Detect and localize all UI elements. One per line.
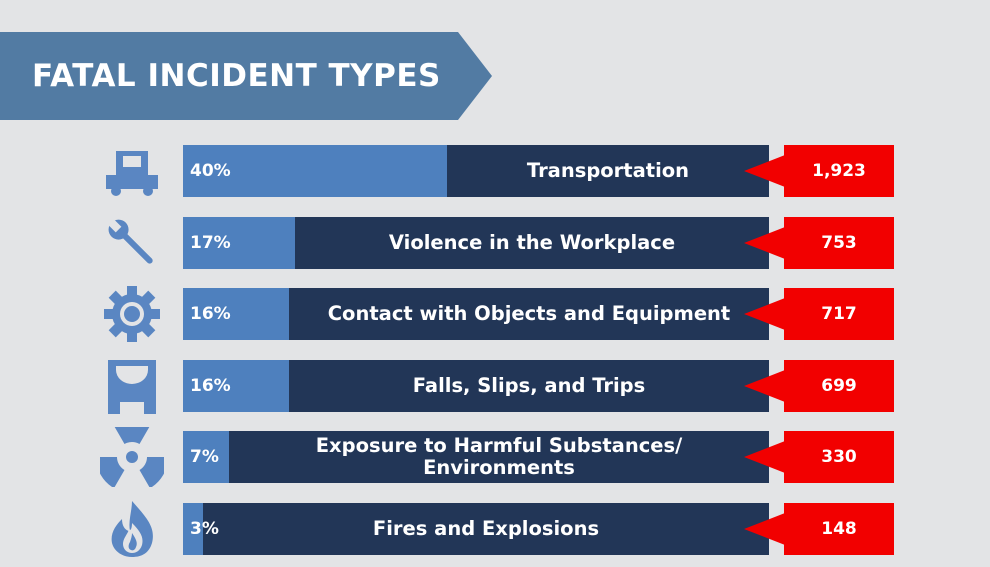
bar-track: 40% Transportation <box>183 145 769 197</box>
percent-label: 16% <box>190 304 231 325</box>
chart-title: FATAL INCIDENT TYPES <box>32 58 441 94</box>
fall-hazard-icon <box>100 356 164 416</box>
category-label: Violence in the Workplace <box>388 230 676 254</box>
bar-fill <box>183 216 295 269</box>
gear-icon <box>100 284 164 344</box>
count-label: 753 <box>784 216 894 269</box>
title-banner <box>0 32 492 120</box>
percent-label: 40% <box>190 161 231 181</box>
count-pointer <box>744 441 785 474</box>
category-label: Contact with Objects and Equipment <box>327 302 731 326</box>
bar-fill <box>183 288 289 341</box>
bar-track: 16% Falls, Slips, and Trips <box>183 359 769 412</box>
bar-row: 7% Exposure to Harmful Substances/ Enviro… <box>0 427 990 488</box>
count-label: 717 <box>784 288 894 341</box>
bar-fill <box>183 503 203 555</box>
count-pointer <box>744 155 785 187</box>
radiation-icon <box>100 427 164 488</box>
bar-track: 17% Violence in the Workplace <box>183 216 769 269</box>
bar-fill <box>183 145 447 197</box>
truck-icon <box>100 141 164 201</box>
bar-row: 3% Fires and Explosions 148 <box>0 501 990 557</box>
category-label: Exposure to Harmful Substances/ Environm… <box>315 434 683 480</box>
category-label: Transportation <box>526 159 690 182</box>
bar-row: 16% Falls, Slips, and Trips 699 <box>0 359 990 414</box>
bar-track: 7% Exposure to Harmful Substances/ Enviro… <box>183 431 769 484</box>
bar-fill <box>183 359 289 412</box>
category-label: Falls, Slips, and Trips <box>412 373 646 397</box>
count-label: 330 <box>784 431 894 484</box>
wrench-icon <box>100 213 164 273</box>
percent-label: 17% <box>190 232 231 253</box>
count-pointer <box>744 513 785 545</box>
count-label: 148 <box>784 503 894 555</box>
count-label: 1,923 <box>784 145 894 197</box>
percent-label: 16% <box>190 375 231 396</box>
bar-fill <box>183 431 229 484</box>
count-pointer <box>744 369 785 402</box>
count-pointer <box>744 226 785 259</box>
bar-track: 3% Fires and Explosions <box>183 503 769 555</box>
bar-track: 16% Contact with Objects and Equipment <box>183 288 769 341</box>
bar-row: 40% Transportation 1,923 <box>0 145 990 197</box>
bar-row: 17% Violence in the Workplace 753 <box>0 216 990 269</box>
category-label: Fires and Explosions <box>372 517 600 540</box>
count-pointer <box>744 298 785 331</box>
bar-row: 16% Contact with Objects and Equipment 717 <box>0 286 990 343</box>
fire-icon <box>100 499 164 559</box>
percent-label: 7% <box>190 447 219 468</box>
percent-label: 3% <box>190 519 219 539</box>
count-label: 699 <box>784 359 894 412</box>
